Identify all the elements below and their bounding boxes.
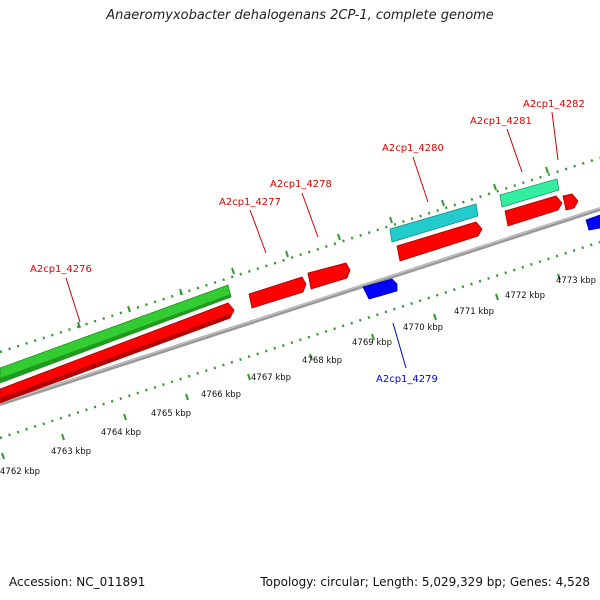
tick-label: 4770 kbp xyxy=(403,323,443,333)
lower-major-tick xyxy=(433,313,437,321)
lower-major-tick xyxy=(557,273,561,281)
lower-tick-ring xyxy=(0,240,600,440)
cds-forward-4277[interactable] xyxy=(248,276,307,309)
gene-label-4277[interactable]: A2cp1_4277 xyxy=(219,197,281,208)
tick-label: 4763 kbp xyxy=(51,447,91,457)
lower-major-tick xyxy=(185,393,189,401)
gene-label-4282[interactable]: A2cp1_4282 xyxy=(523,99,585,110)
gene-label-4281[interactable]: A2cp1_4281 xyxy=(470,116,532,127)
lower-major-tick xyxy=(61,433,65,441)
lower-major-tick xyxy=(1,452,5,460)
gene-label-4280[interactable]: A2cp1_4280 xyxy=(382,143,444,154)
tick-label: 4772 kbp xyxy=(505,291,545,301)
label-leader-4279 xyxy=(392,322,407,369)
tick-label: 4769 kbp xyxy=(352,338,392,348)
cds-reverse-4279[interactable] xyxy=(362,278,398,300)
label-leader-4280 xyxy=(412,156,429,203)
gene-label-4276[interactable]: A2cp1_4276 xyxy=(30,264,92,275)
cds-forward-4276-shade xyxy=(0,314,230,403)
map-title: Anaeromyxobacter dehalogenans 2CP-1, com… xyxy=(106,8,494,23)
lower-major-tick xyxy=(495,293,499,301)
gene-feature-cyan[interactable] xyxy=(389,203,479,243)
cds-forward-4278[interactable] xyxy=(307,262,351,290)
accession-text: Accession: NC_011891 xyxy=(9,575,146,589)
upper-major-tick xyxy=(285,250,289,258)
tick-label: 4762 kbp xyxy=(0,467,40,477)
tick-label: 4764 kbp xyxy=(101,428,141,438)
label-leader-4282 xyxy=(551,111,559,161)
cds-forward-4282[interactable] xyxy=(562,193,579,211)
gene-feature-green-shade xyxy=(0,294,231,383)
tick-label: 4765 kbp xyxy=(151,409,191,419)
tick-label: 4771 kbp xyxy=(454,307,494,317)
lower-major-tick xyxy=(123,413,127,421)
label-leader-4281 xyxy=(506,128,523,173)
upper-major-tick xyxy=(389,216,393,224)
upper-major-tick xyxy=(179,288,183,296)
gene-label-4279[interactable]: A2cp1_4279 xyxy=(376,374,438,385)
tick-label: 4768 kbp xyxy=(302,356,342,366)
cds-forward-4281[interactable] xyxy=(504,195,563,227)
cds-reverse-next[interactable] xyxy=(585,214,600,231)
upper-major-tick xyxy=(127,305,131,313)
gene-label-4278[interactable]: A2cp1_4278 xyxy=(270,179,332,190)
lower-major-tick xyxy=(309,353,313,361)
label-leader-4277 xyxy=(249,209,267,254)
lower-major-tick xyxy=(247,373,251,381)
label-leader-4276 xyxy=(65,277,81,323)
lower-major-tick xyxy=(371,333,375,341)
upper-major-tick xyxy=(337,233,341,241)
backbone-highlight xyxy=(0,207,600,404)
tick-label: 4773 kbp xyxy=(556,276,596,286)
backbone-line xyxy=(0,207,600,406)
cds-forward-4280[interactable] xyxy=(396,221,483,262)
label-leader-4278 xyxy=(301,192,319,238)
genome-summary-text: Topology: circular; Length: 5,029,329 bp… xyxy=(260,575,590,589)
upper-major-tick xyxy=(231,267,235,275)
upper-major-tick xyxy=(493,183,497,191)
upper-tick-ring xyxy=(0,156,600,354)
tick-label: 4766 kbp xyxy=(201,390,241,400)
upper-major-tick xyxy=(545,166,549,174)
upper-major-tick xyxy=(77,321,81,329)
upper-major-tick xyxy=(441,199,445,207)
gene-feature-mint[interactable] xyxy=(499,178,560,208)
tick-label: 4767 kbp xyxy=(251,373,291,383)
